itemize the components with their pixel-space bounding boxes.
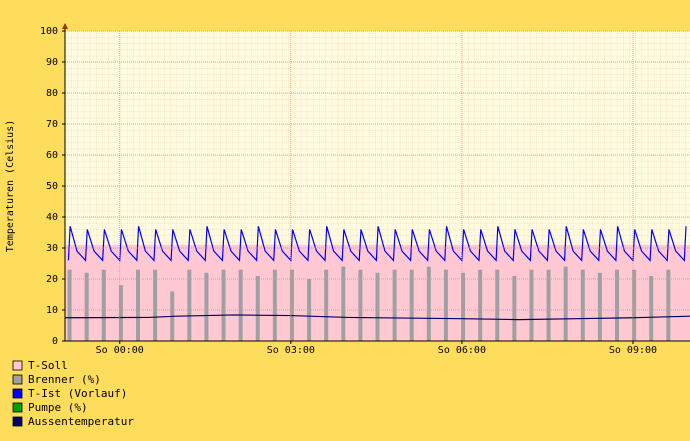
line (67, 226, 687, 262)
bar (461, 272, 466, 341)
y-tick-label: 20 (46, 274, 58, 285)
bar (67, 269, 72, 341)
bar (238, 269, 243, 341)
bar (546, 269, 551, 341)
bar (426, 266, 431, 341)
bar (375, 272, 380, 341)
legend-label: Brenner (%) (28, 373, 101, 386)
y-tick-label: 60 (46, 150, 58, 161)
bar (289, 269, 294, 341)
y-tick-label: 90 (46, 57, 58, 68)
x-tick-label: So 09:00 (609, 345, 657, 356)
legend-label: Pumpe (%) (28, 401, 88, 414)
bar (615, 269, 620, 341)
bar (478, 269, 483, 341)
y-tick-label: 10 (46, 305, 58, 316)
bar (512, 275, 517, 341)
legend-label: T-Soll (28, 359, 68, 372)
y-tick-label: 80 (46, 88, 58, 99)
y-tick-label: 100 (40, 26, 58, 37)
legend-swatch (12, 416, 23, 427)
bar (272, 269, 277, 341)
bar (84, 272, 89, 341)
legend-swatch (12, 360, 23, 371)
bar (341, 266, 346, 341)
y-tick-label: 70 (46, 119, 58, 130)
legend-label: T-Ist (Vorlauf) (28, 387, 127, 400)
x-tick-label: So 06:00 (438, 345, 486, 356)
bar (580, 269, 585, 341)
bar (392, 269, 397, 341)
bar (529, 269, 534, 341)
y-axis-label: Temperaturen (Celsius) (5, 120, 16, 252)
line (64, 314, 690, 321)
bar (255, 275, 260, 341)
bar (666, 269, 671, 341)
y-tick-label: 0 (52, 336, 58, 347)
bar (221, 269, 226, 341)
legend-swatch (12, 388, 23, 399)
bar (443, 269, 448, 341)
bar (187, 269, 192, 341)
y-tick-label: 50 (46, 181, 58, 192)
axis-arrow (62, 23, 68, 29)
bar (101, 269, 106, 341)
legend-label: Aussentemperatur (28, 415, 134, 428)
bar (649, 275, 654, 341)
y-tick-label: 30 (46, 243, 58, 254)
bar (358, 269, 363, 341)
bar (204, 272, 209, 341)
legend-swatch (12, 374, 23, 385)
y-tick-label: 40 (46, 212, 58, 223)
bar (409, 269, 414, 341)
bar (135, 269, 140, 341)
bar (153, 269, 158, 341)
bar (597, 272, 602, 341)
x-tick-label: So 03:00 (267, 345, 315, 356)
bar (495, 269, 500, 341)
bar (118, 285, 123, 341)
legend-swatch (12, 402, 23, 413)
bar (632, 269, 637, 341)
x-tick-label: So 00:00 (96, 345, 144, 356)
bar (324, 269, 329, 341)
bar (563, 266, 568, 341)
